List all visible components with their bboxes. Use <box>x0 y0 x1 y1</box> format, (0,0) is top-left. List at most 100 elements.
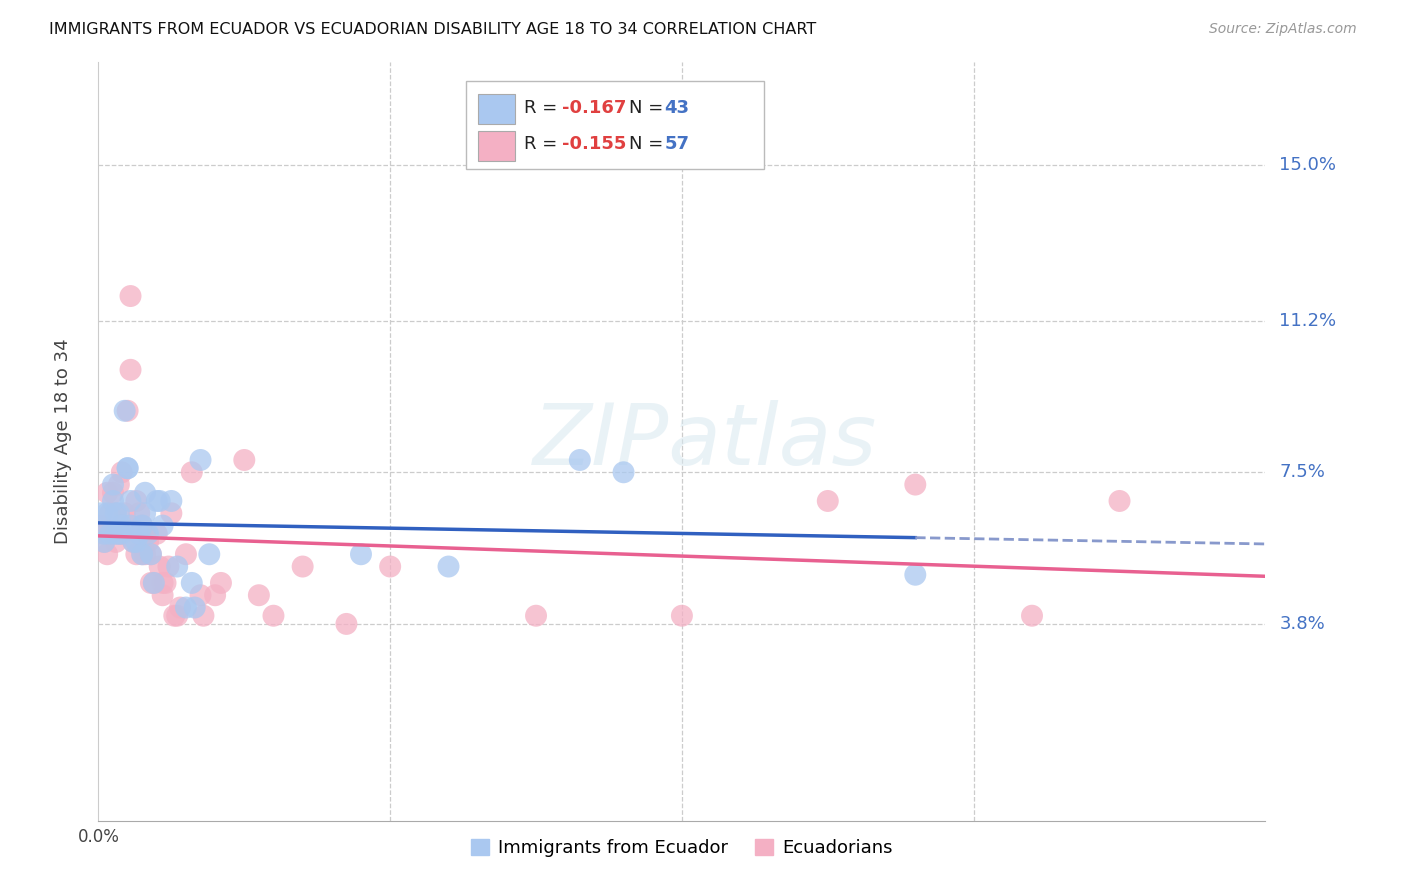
Point <box>131 518 153 533</box>
Text: R =: R = <box>524 98 564 117</box>
Point <box>142 576 165 591</box>
Point <box>125 494 148 508</box>
Point <box>128 506 150 520</box>
Point <box>163 608 186 623</box>
Point <box>117 404 139 418</box>
Text: 15.0%: 15.0% <box>1279 156 1336 174</box>
Point <box>131 547 153 561</box>
Point <box>193 608 215 623</box>
Point <box>139 547 162 561</box>
Point <box>612 465 634 479</box>
Point <box>111 526 134 541</box>
Point <box>125 547 148 561</box>
Point <box>93 535 115 549</box>
Point <box>524 608 547 623</box>
Text: N =: N = <box>630 98 669 117</box>
Point <box>104 506 127 520</box>
Point <box>136 526 159 541</box>
Point <box>131 547 153 561</box>
Point <box>108 506 131 520</box>
Text: 7.5%: 7.5% <box>1279 463 1326 482</box>
Text: 3.8%: 3.8% <box>1279 615 1324 633</box>
Point <box>437 559 460 574</box>
Point <box>190 588 212 602</box>
Point <box>134 526 156 541</box>
Point <box>160 494 183 508</box>
Text: 57: 57 <box>665 136 689 153</box>
Point <box>108 526 131 541</box>
Legend: Immigrants from Ecuador, Ecuadorians: Immigrants from Ecuador, Ecuadorians <box>464 832 900 864</box>
Point <box>247 588 270 602</box>
Point <box>108 526 131 541</box>
Point <box>96 547 118 561</box>
Point <box>149 559 172 574</box>
Point <box>93 535 115 549</box>
Point <box>183 600 205 615</box>
Point <box>122 535 145 549</box>
Point <box>671 608 693 623</box>
Point <box>139 547 162 561</box>
Point <box>101 477 124 491</box>
Point <box>104 526 127 541</box>
Point <box>134 506 156 520</box>
Point <box>380 559 402 574</box>
Point <box>111 518 134 533</box>
Text: Source: ZipAtlas.com: Source: ZipAtlas.com <box>1209 22 1357 37</box>
Point <box>146 494 169 508</box>
Point <box>350 547 373 561</box>
Point <box>90 518 112 533</box>
Point <box>157 559 180 574</box>
Point <box>204 588 226 602</box>
Point <box>98 506 121 520</box>
Point <box>568 453 591 467</box>
FancyBboxPatch shape <box>465 81 763 169</box>
Point <box>166 608 188 623</box>
Point <box>152 576 174 591</box>
Point <box>93 526 115 541</box>
Point <box>114 404 136 418</box>
Point <box>146 526 169 541</box>
Point <box>262 608 284 623</box>
Point <box>198 547 221 561</box>
Point <box>152 588 174 602</box>
Point <box>101 485 124 500</box>
Point <box>904 567 927 582</box>
Point <box>122 535 145 549</box>
Point <box>131 518 153 533</box>
Point <box>120 494 142 508</box>
Text: -0.155: -0.155 <box>562 136 626 153</box>
Point <box>174 600 197 615</box>
Y-axis label: Disability Age 18 to 34: Disability Age 18 to 34 <box>53 339 72 544</box>
Point <box>904 477 927 491</box>
Point <box>155 576 177 591</box>
Point <box>134 485 156 500</box>
Point <box>1108 494 1130 508</box>
Point <box>291 559 314 574</box>
Text: N =: N = <box>630 136 669 153</box>
Point <box>108 477 131 491</box>
Point <box>190 453 212 467</box>
Text: 11.2%: 11.2% <box>1279 311 1337 330</box>
FancyBboxPatch shape <box>478 94 515 124</box>
Point <box>120 518 142 533</box>
Point <box>233 453 256 467</box>
Point <box>120 289 142 303</box>
FancyBboxPatch shape <box>478 130 515 161</box>
Point <box>111 465 134 479</box>
Text: 43: 43 <box>665 98 689 117</box>
Point <box>117 461 139 475</box>
Point <box>817 494 839 508</box>
Point <box>166 559 188 574</box>
Point <box>335 616 357 631</box>
Point <box>142 576 165 591</box>
Point <box>117 461 139 475</box>
Point <box>120 363 142 377</box>
Text: 0.0%: 0.0% <box>77 828 120 847</box>
Point <box>96 485 118 500</box>
Point <box>98 526 121 541</box>
Point <box>136 535 159 549</box>
Text: R =: R = <box>524 136 564 153</box>
Point <box>180 576 202 591</box>
Point <box>114 506 136 520</box>
Point <box>101 526 124 541</box>
